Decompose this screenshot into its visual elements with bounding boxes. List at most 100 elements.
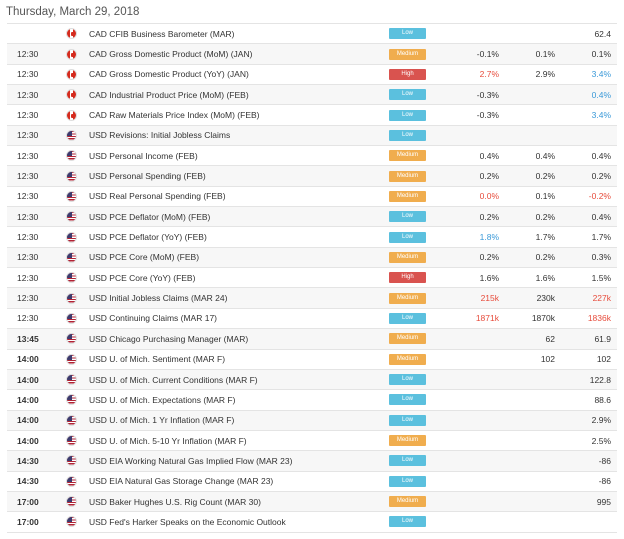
event-row[interactable]: 12:30 CAD Raw Materials Price Index (MoM)… [7, 105, 617, 126]
event-flag-cell [64, 105, 78, 124]
event-row[interactable]: 12:30 USD Initial Jobless Claims (MAR 24)… [7, 288, 617, 309]
usa-flag-icon [65, 353, 77, 365]
event-name[interactable]: CAD Raw Materials Price Index (MoM) (FEB… [89, 110, 260, 121]
event-flag-cell [64, 512, 78, 531]
event-name[interactable]: USD Personal Spending (FEB) [89, 171, 206, 182]
event-name[interactable]: USD Chicago Purchasing Manager (MAR) [89, 333, 249, 344]
usa-flag-icon [65, 129, 77, 141]
event-actual [451, 512, 499, 531]
event-row[interactable]: 12:30 CAD Gross Domestic Product (YoY) (J… [7, 65, 617, 86]
event-name[interactable]: USD EIA Natural Gas Storage Change (MAR … [89, 476, 274, 487]
event-importance-cell: Low [389, 472, 426, 491]
event-flag-cell [64, 187, 78, 206]
event-row[interactable]: 14:00 USD U. of Mich. Current Conditions … [7, 369, 617, 391]
event-importance-cell: Low [389, 390, 426, 409]
event-previous: 1.7% [591, 232, 611, 243]
event-row[interactable]: 12:30 USD PCE Core (YoY) (FEB) High 1.6% 1.6… [7, 268, 617, 289]
event-flag-cell [64, 85, 78, 104]
usa-flag-icon [65, 414, 77, 426]
event-importance-cell: Medium [389, 288, 426, 307]
importance-badge: Low [389, 312, 426, 324]
event-previous: 88.6 [594, 394, 611, 405]
usa-flag-icon [65, 374, 77, 386]
event-time: 12:30 [17, 150, 39, 161]
event-row[interactable]: 14:30 USD EIA Working Natural Gas Implied… [7, 451, 617, 472]
event-name[interactable]: USD U. of Mich. Sentiment (MAR F) [89, 354, 226, 365]
event-name[interactable]: USD PCE Core (MoM) (FEB) [89, 252, 200, 263]
event-name[interactable]: USD U. of Mich. Expectations (MAR F) [89, 394, 236, 405]
event-importance-cell: Low [389, 451, 426, 470]
event-name[interactable]: USD Initial Jobless Claims (MAR 24) [89, 293, 228, 304]
event-time: 14:00 [17, 435, 39, 446]
event-row[interactable]: 12:30 USD Continuing Claims (MAR 17) Low 18… [7, 309, 617, 330]
event-flag-cell [64, 329, 78, 348]
event-row[interactable]: 14:00 USD U. of Mich. Sentiment (MAR F) Me… [7, 350, 617, 370]
event-name[interactable]: USD U. of Mich. Current Conditions (MAR … [89, 374, 258, 385]
event-row[interactable]: 12:30 USD PCE Deflator (YoY) (FEB) Low 1.8%… [7, 227, 617, 248]
event-row[interactable]: 12:30 USD Revisions: Initial Jobless Clai… [7, 125, 617, 147]
event-row[interactable]: 17:00 USD Baker Hughes U.S. Rig Count (MA… [7, 491, 617, 513]
usa-flag-icon [65, 292, 77, 304]
event-row[interactable]: CAD CFIB Business Barometer (MAR) Low 62.4 [7, 24, 617, 45]
event-name[interactable]: USD U. of Mich. 5-10 Yr Inflation (MAR F… [89, 435, 247, 446]
event-name[interactable]: USD Real Personal Spending (FEB) [89, 191, 226, 202]
importance-badge: Medium [389, 48, 426, 60]
event-row[interactable]: 14:00 USD U. of Mich. 1 Yr Inflation (MAR… [7, 410, 617, 431]
event-name[interactable]: USD Personal Income (FEB) [89, 150, 198, 161]
event-name[interactable]: USD U. of Mich. 1 Yr Inflation (MAR F) [89, 415, 235, 426]
usa-flag-icon [65, 435, 77, 447]
event-row[interactable]: 12:30 USD Personal Spending (FEB) Medium 0.… [7, 166, 617, 187]
event-importance-cell: Low [389, 309, 426, 328]
event-name[interactable]: USD Continuing Claims (MAR 17) [89, 313, 218, 324]
event-name[interactable]: CAD Gross Domestic Product (YoY) (JAN) [89, 69, 249, 80]
event-name[interactable]: USD PCE Deflator (MoM) (FEB) [89, 211, 211, 222]
event-forecast: 2.9% [535, 69, 555, 80]
event-forecast: 0.4% [535, 150, 555, 161]
event-row[interactable]: 17:00 USD Fed's Harker Speaks on the Econ… [7, 512, 617, 533]
importance-badge: Low [389, 129, 426, 141]
event-row[interactable]: 12:30 CAD Gross Domestic Product (MoM) (J… [7, 44, 617, 65]
event-name[interactable]: CAD Gross Domestic Product (MoM) (JAN) [89, 49, 253, 60]
usa-flag-icon [65, 333, 77, 345]
usa-flag-icon [65, 272, 77, 284]
event-row[interactable]: 12:30 USD Real Personal Spending (FEB) Med… [7, 187, 617, 208]
event-previous: 3.4% [591, 110, 611, 121]
event-name[interactable]: USD Revisions: Initial Jobless Claims [89, 130, 231, 141]
event-row[interactable]: 12:30 USD PCE Core (MoM) (FEB) Medium 0.2% 0… [7, 247, 617, 269]
event-importance-cell: Low [389, 227, 426, 246]
event-row[interactable]: 13:45 USD Chicago Purchasing Manager (MAR… [7, 329, 617, 350]
event-previous: 2.9% [591, 415, 611, 426]
event-name[interactable]: USD Fed's Harker Speaks on the Economic … [89, 516, 286, 527]
importance-badge: Low [389, 516, 426, 528]
event-row[interactable]: 12:30 CAD Industrial Product Price (MoM) … [7, 85, 617, 106]
event-forecast [513, 492, 555, 511]
event-name[interactable]: CAD Industrial Product Price (MoM) (FEB) [89, 89, 249, 100]
event-name[interactable]: USD PCE Deflator (YoY) (FEB) [89, 232, 207, 243]
importance-badge: Medium [389, 333, 426, 345]
event-forecast: 0.1% [535, 191, 555, 202]
event-row[interactable]: 14:00 USD U. of Mich. 5-10 Yr Inflation (… [7, 431, 617, 452]
event-row[interactable]: 12:30 USD PCE Deflator (MoM) (FEB) Low 0.2%… [7, 207, 617, 228]
event-importance-cell: Medium [389, 146, 426, 165]
event-forecast [513, 105, 555, 124]
event-importance-cell: Medium [389, 492, 426, 511]
canada-flag-icon [65, 48, 77, 60]
event-actual: -0.3% [476, 110, 499, 121]
event-name[interactable]: USD PCE Core (YoY) (FEB) [89, 272, 196, 283]
event-previous [569, 512, 611, 531]
event-previous: -0.2% [588, 191, 611, 202]
usa-flag-icon [65, 455, 77, 467]
event-row[interactable]: 12:30 USD Personal Income (FEB) Medium 0.4%… [7, 146, 617, 167]
importance-badge: Low [389, 109, 426, 121]
event-row[interactable]: 14:00 USD U. of Mich. Expectations (MAR F… [7, 390, 617, 411]
event-time: 12:30 [17, 49, 39, 60]
event-flag-cell [64, 370, 78, 389]
event-name[interactable]: CAD CFIB Business Barometer (MAR) [89, 28, 235, 39]
event-name[interactable]: USD Baker Hughes U.S. Rig Count (MAR 30) [89, 496, 261, 507]
event-flag-cell [64, 44, 78, 63]
event-actual: -0.3% [476, 89, 499, 100]
event-row[interactable]: 14:30 USD EIA Natural Gas Storage Change … [7, 472, 617, 492]
event-previous: 122.8 [589, 374, 611, 385]
event-forecast: 0.2% [535, 171, 555, 182]
event-name[interactable]: USD EIA Working Natural Gas Implied Flow… [89, 455, 293, 466]
